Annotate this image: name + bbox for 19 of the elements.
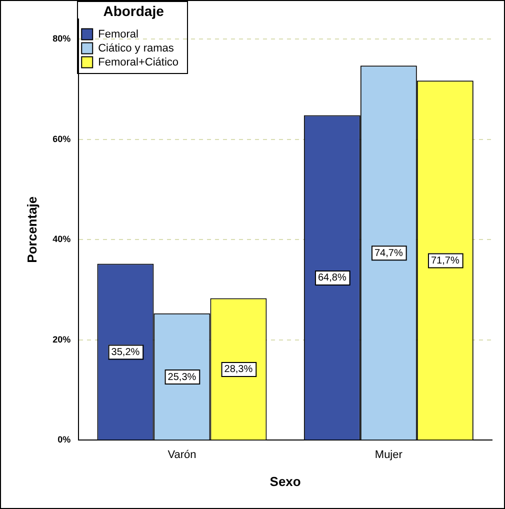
legend-label: Ciático y ramas (98, 42, 174, 54)
data-label: 74,7% (374, 248, 403, 259)
data-label: 28,3% (224, 364, 253, 376)
y-tick-label: 40% (52, 234, 71, 244)
data-label: 64,8% (318, 272, 346, 284)
x-axis-title: Sexo (270, 474, 301, 489)
data-label: 35,2% (111, 346, 140, 358)
y-tick-label: 60% (52, 134, 71, 144)
y-tick-label: 20% (52, 334, 71, 344)
y-tick-label: 0% (58, 434, 71, 445)
y-axis-title: Porcentaje (24, 196, 40, 263)
legend-label: Femoral (98, 28, 138, 40)
y-tick-label: 80% (52, 34, 71, 44)
data-label: 25,3% (168, 372, 196, 383)
legend-label: Femoral+Ciático (98, 56, 179, 68)
data-label: 71,7% (430, 255, 460, 266)
x-tick-label: Mujer (374, 448, 403, 461)
x-tick-label: Varón (168, 448, 196, 461)
legend-title: Abordaje (103, 2, 164, 19)
